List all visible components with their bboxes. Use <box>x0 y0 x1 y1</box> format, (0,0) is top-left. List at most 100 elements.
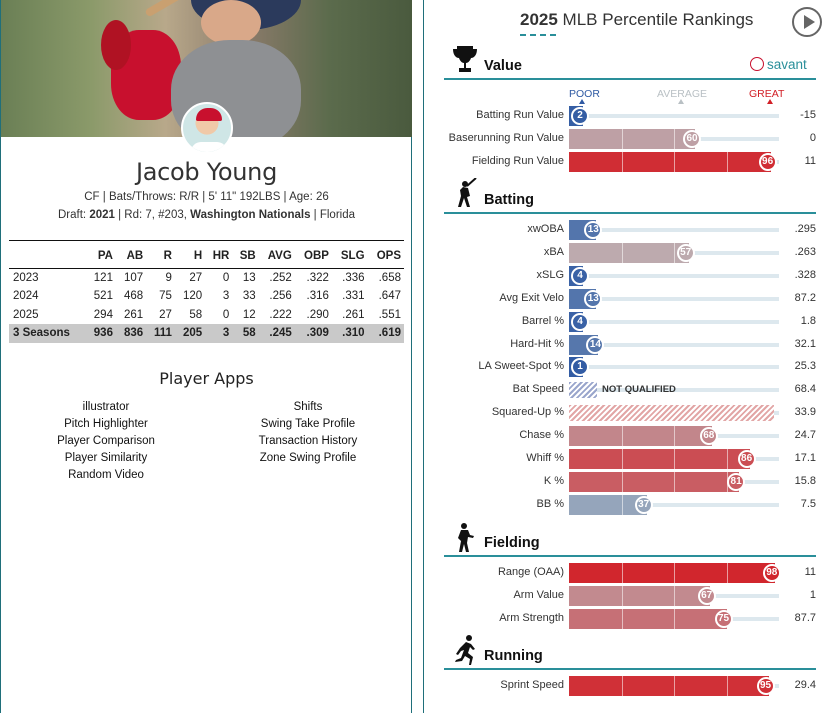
metric-row[interactable]: Baserunning Run Value 60 0 <box>424 128 833 150</box>
metric-value: 24.7 <box>794 429 816 442</box>
savant-logo[interactable]: savant <box>750 57 807 72</box>
percentile-badge: 75 <box>714 609 733 628</box>
section-header-value: Value <box>444 46 816 80</box>
bar-tick <box>621 449 623 469</box>
percentile-badge: 86 <box>737 450 756 468</box>
player-app-link[interactable]: illustrator <box>82 401 130 413</box>
stats-cell: 75 <box>159 290 172 303</box>
bar-tick <box>621 608 623 629</box>
metric-label: Whiff % <box>526 452 564 464</box>
stats-cell: .647 <box>378 290 401 303</box>
not-qualified-label: NOT QUALIFIED <box>602 384 676 396</box>
stats-cell: 0 <box>222 272 230 284</box>
metric-row[interactable]: Avg Exit Velo 13 87.2 <box>424 288 833 310</box>
baseball-icon <box>750 57 764 71</box>
metric-row[interactable]: Batting Run Value 2 -15 <box>424 105 833 127</box>
percentile-badge: 57 <box>676 243 695 262</box>
metric-row[interactable]: xBA 57 .263 <box>424 242 833 264</box>
stats-header-cell: H <box>174 240 206 269</box>
player-bio: CF | Bats/Throws: R/R | 5' 11" 192LBS | … <box>84 191 329 203</box>
player-app-link[interactable]: Player Comparison <box>57 435 155 447</box>
metric-track <box>569 114 779 118</box>
player-avatar <box>181 102 233 154</box>
player-apps-title: Player Apps <box>159 369 254 388</box>
percentile-badge: 1 <box>571 358 589 377</box>
metric-label: Baserunning Run Value <box>448 131 564 144</box>
metric-value: 25.3 <box>794 360 816 373</box>
stats-header-cell: PA <box>85 240 116 269</box>
bar-tick <box>674 608 675 629</box>
stats-cell: 3 <box>222 290 230 303</box>
metric-label: Squared-Up % <box>491 406 564 419</box>
stats-cell: .290 <box>306 308 329 321</box>
metric-row[interactable]: Chase % 68 24.7 <box>424 425 833 447</box>
stats-cell: 3 Seasons <box>9 324 86 343</box>
stats-total-row: 3 Seasons 936 836 111 205 3 58.245.309.310.619 <box>9 324 404 343</box>
stats-cell: 111 <box>146 324 175 343</box>
fielder-icon <box>452 521 478 553</box>
player-card: Jacob Young CF | Bats/Throws: R/R | 5' 1… <box>0 0 412 713</box>
metric-row[interactable]: Fielding Run Value 96 11 <box>424 151 833 173</box>
metric-value: .263 <box>794 245 816 258</box>
title-underline <box>520 34 556 36</box>
metric-label: Hard-Hit % <box>510 337 564 350</box>
player-app-link[interactable]: Transaction History <box>258 435 358 447</box>
percentile-rankings-panel: 2025 MLB Percentile Rankings savant POOR… <box>423 0 833 713</box>
stats-header-cell: OPS <box>367 240 404 269</box>
metric-row[interactable]: K % 81 15.8 <box>424 471 833 493</box>
player-app-link[interactable]: Pitch Highlighter <box>64 418 148 430</box>
percentile-badge: 68 <box>699 427 718 446</box>
section-label: Running <box>484 648 543 664</box>
metric-value: 68.4 <box>794 383 816 396</box>
play-button[interactable] <box>792 7 822 37</box>
metric-label: Bat Speed <box>512 383 564 396</box>
metric-track <box>569 502 779 507</box>
metric-row[interactable]: Range (OAA) 98 11 <box>424 562 833 584</box>
player-apps-left-column: illustrator Pitch Highlighter Player Compa… <box>6 400 206 485</box>
metric-row[interactable]: Whiff % 86 17.1 <box>424 448 833 470</box>
percentile-badge: 37 <box>634 495 653 514</box>
average-arrow-icon <box>678 99 684 104</box>
bar-tick <box>621 426 623 447</box>
metric-row[interactable]: LA Sweet-Spot % 1 25.3 <box>424 356 833 378</box>
bar-tick <box>674 563 675 583</box>
metric-row[interactable]: Hard-Hit % 14 32.1 <box>424 334 833 356</box>
player-name: Jacob Young <box>135 158 278 186</box>
player-app-link[interactable]: Random Video <box>68 469 144 481</box>
metric-value: 11 <box>804 566 816 578</box>
stats-cell: .256 <box>269 290 292 303</box>
metric-row[interactable]: Sprint Speed 95 29.4 <box>424 675 833 697</box>
metric-row[interactable]: xSLG 4 .328 <box>424 265 833 287</box>
percentile-badge: 67 <box>697 586 716 605</box>
metric-label: xBA <box>543 245 564 258</box>
metric-label: K % <box>543 474 564 487</box>
player-app-link[interactable]: Shifts <box>293 401 323 413</box>
bar-tick <box>621 242 623 263</box>
stats-header-cell <box>9 240 86 269</box>
player-app-link[interactable]: Zone Swing Profile <box>259 452 357 464</box>
metric-track <box>569 296 779 301</box>
metric-label: Arm Strength <box>499 611 564 624</box>
percentile-bar <box>569 426 712 447</box>
metric-label: Fielding Run Value <box>471 154 564 167</box>
metric-row[interactable]: BB % 37 7.5 <box>424 494 833 516</box>
player-app-link[interactable]: Player Similarity <box>64 452 148 464</box>
metric-row[interactable]: Bat Speed NOT QUALIFIED 68.4 <box>424 379 833 401</box>
metric-row[interactable]: Barrel % 4 1.8 <box>424 311 833 333</box>
scale-poor-label: POOR <box>569 88 600 100</box>
stats-cell: .261 <box>342 308 365 321</box>
metric-row[interactable]: Arm Strength 75 87.7 <box>424 608 833 630</box>
bar-tick <box>674 585 675 606</box>
metric-row[interactable]: Squared-Up % 33.9 <box>424 402 833 424</box>
stats-header-cell: R <box>146 240 175 269</box>
stats-cell: .322 <box>306 272 329 284</box>
career-stats-table: PA AB R H HR SB AVG OBP SLG OPS 2023 121 107 9 27 0 13.… <box>9 240 404 343</box>
metric-row[interactable]: xwOBA 13 .295 <box>424 219 833 241</box>
player-app-link[interactable]: Swing Take Profile <box>260 418 356 430</box>
metric-value: 33.9 <box>794 406 816 419</box>
metric-track <box>569 342 779 347</box>
percentile-bar <box>569 563 775 583</box>
percentile-bar <box>569 242 689 263</box>
metric-row[interactable]: Arm Value 67 1 <box>424 585 833 607</box>
percentile-bar <box>569 585 710 606</box>
